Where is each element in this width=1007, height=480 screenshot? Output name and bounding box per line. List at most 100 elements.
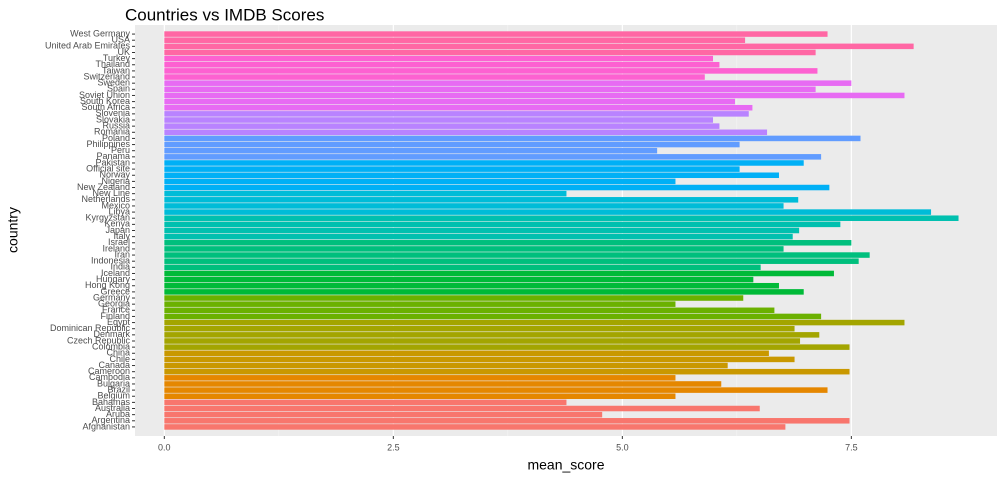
- bar: [164, 405, 760, 412]
- bar: [164, 80, 852, 86]
- y-tick-label: Germany: [93, 292, 131, 302]
- bar: [164, 252, 870, 258]
- y-tick-label: Dominican Republic: [50, 323, 131, 333]
- bar: [164, 203, 784, 209]
- bar: [164, 399, 567, 406]
- bar: [164, 74, 705, 80]
- y-tick-label: Kenya: [104, 219, 130, 229]
- y-tick-label: France: [102, 305, 130, 315]
- y-tick-label: Iceland: [101, 268, 130, 278]
- bar: [164, 141, 740, 148]
- y-tick-label: Panama: [96, 151, 130, 161]
- y-tick-label: UK: [117, 47, 130, 57]
- bar: [164, 166, 740, 172]
- bar: [164, 37, 746, 43]
- y-tick-label: Turkey: [103, 53, 131, 63]
- y-tick-label: Czech Republic: [67, 335, 131, 345]
- bar: [164, 61, 720, 68]
- bar: [164, 43, 914, 50]
- x-tick-label: 7.5: [845, 442, 858, 452]
- bar: [164, 344, 850, 350]
- y-tick-label: Colombia: [92, 342, 130, 352]
- y-tick-label: Argentina: [91, 415, 130, 425]
- y-tick-label: Belgium: [97, 391, 130, 401]
- y-tick-label: Chile: [109, 354, 130, 364]
- bar: [164, 381, 722, 387]
- y-tick-label: South Korea: [80, 96, 130, 106]
- x-tick-label: 0.0: [158, 442, 171, 452]
- bar: [164, 393, 676, 400]
- bar: [164, 313, 822, 320]
- bar: [164, 387, 828, 393]
- bar: [164, 289, 804, 295]
- bar: [164, 295, 744, 301]
- bar: [164, 270, 834, 277]
- bar: [164, 92, 905, 99]
- y-tick-label: India: [110, 262, 130, 272]
- bar: [164, 338, 801, 344]
- y-tick-label: Aruba: [106, 409, 130, 419]
- y-tick-label: Hungary: [96, 274, 131, 284]
- bar: [164, 362, 728, 369]
- bar: [164, 411, 603, 418]
- bar: [164, 319, 905, 326]
- y-tick-label: Brazil: [107, 384, 130, 394]
- y-tick-label: Bahamas: [92, 397, 131, 407]
- y-tick-label: Israel: [108, 237, 130, 247]
- y-tick-label: Cambodia: [89, 372, 130, 382]
- bar: [164, 197, 799, 203]
- y-tick-label: Romania: [94, 127, 130, 137]
- x-tick-label: 5.0: [616, 442, 629, 452]
- x-tick-label: 2.5: [387, 442, 400, 452]
- bar: [164, 117, 714, 123]
- bar: [164, 356, 795, 363]
- y-tick-label: Taiwan: [102, 65, 130, 75]
- y-tick-label: Japan: [105, 225, 130, 235]
- bar: [164, 104, 753, 111]
- y-tick-label: Canada: [98, 360, 130, 370]
- y-tick-label: West Germany: [70, 28, 130, 38]
- bar: [164, 209, 932, 215]
- bar: [164, 221, 841, 228]
- bar: [164, 55, 714, 62]
- bar: [164, 215, 959, 221]
- y-tick-label: USA: [111, 35, 130, 45]
- y-tick-label: China: [106, 348, 130, 358]
- y-tick-label: Ireland: [102, 243, 130, 253]
- bar: [164, 98, 736, 105]
- bar: [164, 424, 786, 430]
- bar: [164, 332, 820, 338]
- x-axis-label: mean_score: [527, 457, 604, 473]
- y-tick-label: United Arab Emirates: [45, 41, 131, 51]
- y-tick-label: Mexico: [101, 200, 130, 210]
- bar: [164, 276, 754, 283]
- y-tick-label: Cameroon: [88, 366, 130, 376]
- bar: [164, 68, 818, 74]
- bar: [164, 184, 830, 191]
- y-axis-label: country: [5, 207, 21, 253]
- y-tick-label: Official site: [86, 163, 130, 173]
- bar: [164, 301, 676, 307]
- y-tick-label: Egypt: [107, 317, 131, 327]
- bar: [164, 368, 850, 375]
- y-tick-label: Afghanistan: [82, 421, 130, 431]
- y-tick-label: Australia: [95, 403, 130, 413]
- y-tick-label: Slovakia: [96, 114, 130, 124]
- bar: [164, 172, 779, 179]
- bar: [164, 418, 850, 424]
- y-tick-label: Indonesia: [91, 256, 130, 266]
- bar: [164, 123, 720, 129]
- y-tick-label: Philippines: [86, 139, 130, 149]
- bar: [164, 178, 676, 185]
- y-tick-label: Libya: [108, 206, 130, 216]
- y-tick-label: New Line: [92, 188, 130, 198]
- y-tick-label: New Zealand: [77, 182, 130, 192]
- bar: [164, 282, 779, 289]
- bar: [164, 264, 761, 271]
- y-tick-label: Soviet Union: [79, 90, 130, 100]
- y-tick-label: Iran: [114, 249, 130, 259]
- y-tick-label: Slovenia: [95, 108, 130, 118]
- bar: [164, 190, 567, 197]
